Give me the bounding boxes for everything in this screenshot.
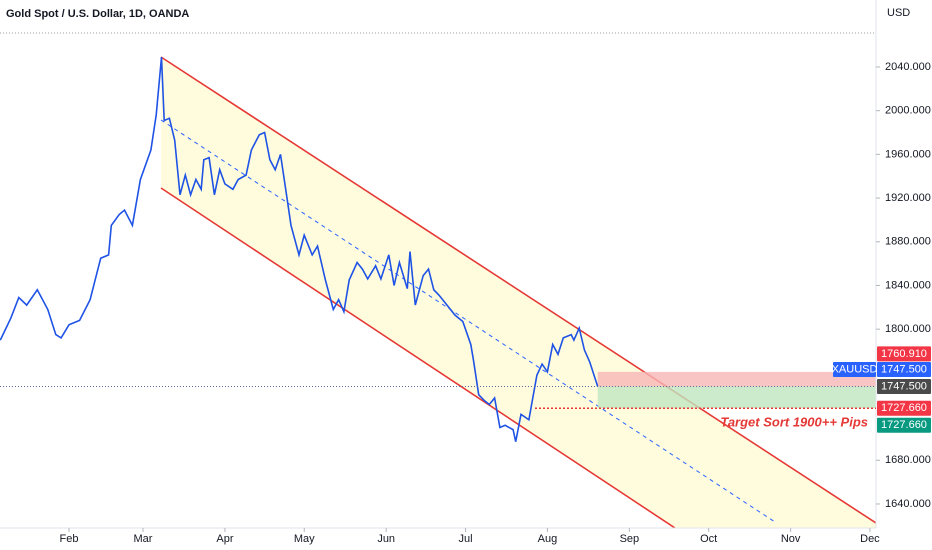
x-tick-label: Feb [60, 533, 79, 545]
x-tick-label: Aug [538, 533, 558, 545]
y-tick-label: 1840.000 [885, 279, 931, 291]
channel-mid [160, 119, 776, 523]
x-tick-label: May [294, 533, 315, 545]
channel-fill [161, 57, 876, 528]
symbol-tag: XAUUSD [832, 363, 878, 375]
price-series [0, 57, 599, 442]
entry-tag-bg [877, 379, 931, 395]
entry-tag: 1747.500 [881, 380, 927, 392]
target-line-tag: 1727.660 [881, 402, 927, 414]
last-price-tag-bg [877, 362, 931, 378]
target-tag-bg [877, 417, 931, 433]
x-tick-label: Mar [134, 533, 153, 545]
y-tick-label: 2000.000 [885, 105, 931, 117]
y-tick-label: 2040.000 [885, 61, 931, 73]
y-tick-label: 1800.000 [885, 323, 931, 335]
axis-unit: USD [887, 7, 910, 19]
stop-tag: 1760.910 [881, 348, 927, 360]
annotation: Target Sort 1900++ Pips [720, 415, 868, 430]
stop-zone [597, 371, 876, 387]
x-tick-label: Jun [377, 533, 395, 545]
target-line-tag-bg [877, 400, 931, 416]
target-tag: 1727.660 [881, 419, 927, 431]
y-tick-label: 1880.000 [885, 236, 931, 248]
x-tick-label: Nov [781, 533, 801, 545]
y-tick-label: 1640.000 [885, 498, 931, 510]
y-tick-label: 1920.000 [885, 192, 931, 204]
stop-tag-bg [877, 346, 931, 362]
symbol-tag-bg [833, 362, 876, 378]
last-price-tag: 1747.500 [881, 363, 927, 375]
plot-area [0, 56, 876, 528]
y-tick-label: 1680.000 [885, 454, 931, 466]
target-zone [597, 386, 876, 409]
y-tick-label: 1960.000 [885, 148, 931, 160]
channel-lower [160, 187, 676, 528]
x-tick-label: Jul [458, 533, 472, 545]
x-tick-label: Oct [700, 533, 717, 545]
channel-upper [160, 56, 876, 524]
x-tick-label: Apr [216, 533, 233, 545]
chart-title: Gold Spot / U.S. Dollar, 1D, OANDA [6, 8, 189, 20]
x-tick-label: Sep [620, 533, 640, 545]
x-tick-label: Dec [860, 533, 880, 545]
